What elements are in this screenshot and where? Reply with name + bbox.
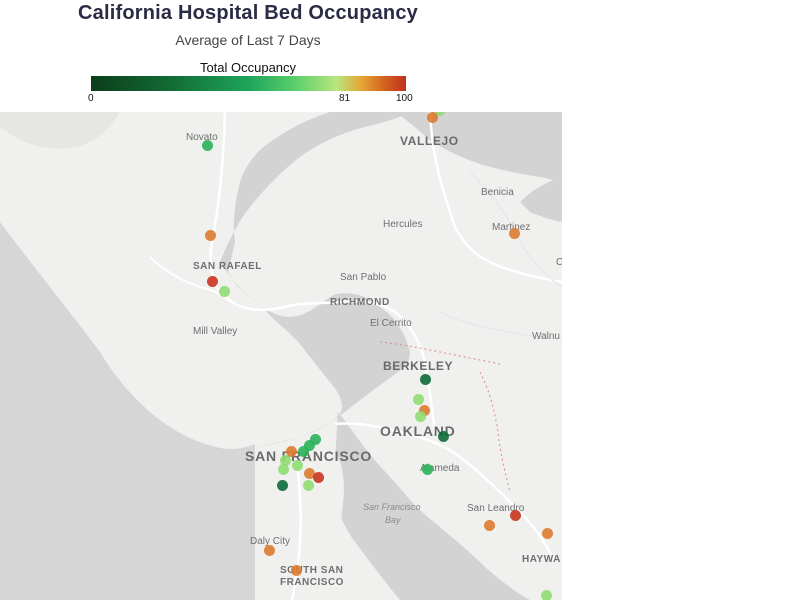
hospital-marker[interactable] bbox=[419, 405, 430, 416]
hospital-marker[interactable] bbox=[278, 464, 289, 475]
hospital-marker[interactable] bbox=[541, 590, 552, 600]
hospital-marker[interactable] bbox=[298, 446, 309, 457]
label-south-sf-2: FRANCISCO bbox=[280, 577, 344, 588]
legend-tick-0: 0 bbox=[88, 93, 94, 104]
hospital-marker[interactable] bbox=[310, 434, 321, 445]
hospital-marker[interactable] bbox=[202, 140, 213, 151]
label-san-pablo: San Pablo bbox=[340, 272, 387, 283]
label-alameda: Alameda bbox=[420, 463, 460, 474]
hospital-marker[interactable] bbox=[427, 112, 438, 123]
hospital-marker[interactable] bbox=[304, 440, 315, 451]
hospital-marker[interactable] bbox=[219, 286, 230, 297]
hospital-marker[interactable] bbox=[264, 545, 275, 556]
hospital-marker[interactable] bbox=[510, 510, 521, 521]
label-san-rafael: SAN RAFAEL bbox=[193, 261, 262, 272]
label-c-edge: C bbox=[556, 257, 562, 268]
hospital-marker[interactable] bbox=[277, 480, 288, 491]
label-benicia: Benicia bbox=[481, 187, 514, 198]
page-subtitle: Average of Last 7 Days bbox=[175, 32, 321, 48]
hospital-marker[interactable] bbox=[438, 431, 449, 442]
hospital-marker[interactable] bbox=[542, 528, 553, 539]
hospital-marker[interactable] bbox=[205, 230, 216, 241]
hospital-marker[interactable] bbox=[484, 520, 495, 531]
hospital-marker[interactable] bbox=[509, 228, 520, 239]
label-hercules: Hercules bbox=[383, 219, 423, 230]
hospital-marker[interactable] bbox=[286, 446, 297, 457]
label-richmond: RICHMOND bbox=[330, 297, 390, 308]
legend-color-bar bbox=[91, 76, 406, 91]
label-mill-valley: Mill Valley bbox=[193, 326, 238, 337]
hospital-marker[interactable] bbox=[434, 112, 445, 116]
legend-title: Total Occupancy bbox=[199, 60, 297, 75]
label-martinez: Martinez bbox=[492, 222, 531, 233]
map-view[interactable]: Novato VALLEJO Benicia Hercules Martinez… bbox=[0, 112, 562, 600]
label-vallejo: VALLEJO bbox=[400, 134, 459, 148]
hospital-marker[interactable] bbox=[303, 480, 314, 491]
label-san-francisco: SAN FRANCISCO bbox=[245, 448, 373, 464]
hospital-marker[interactable] bbox=[304, 468, 315, 479]
label-novato: Novato bbox=[186, 132, 218, 143]
label-san-leandro: San Leandro bbox=[467, 503, 525, 514]
label-sf-bay-1: San Francisco bbox=[363, 502, 421, 512]
hospital-marker[interactable] bbox=[420, 374, 431, 385]
basemap bbox=[0, 112, 562, 600]
hospital-marker[interactable] bbox=[313, 472, 324, 483]
hospital-marker[interactable] bbox=[292, 460, 303, 471]
hospital-marker[interactable] bbox=[280, 455, 291, 466]
header: California Hospital Bed Occupancy Averag… bbox=[0, 0, 800, 112]
legend-tick-100: 100 bbox=[396, 93, 413, 104]
label-south-sf-1: SOUTH SAN bbox=[280, 565, 344, 576]
label-oakland: OAKLAND bbox=[380, 423, 456, 439]
label-walnut: Walnu bbox=[532, 331, 560, 342]
hospital-marker[interactable] bbox=[413, 394, 424, 405]
hospital-marker[interactable] bbox=[415, 411, 426, 422]
hospital-marker[interactable] bbox=[207, 276, 218, 287]
label-daly-city: Daly City bbox=[250, 536, 291, 547]
page-title: California Hospital Bed Occupancy bbox=[77, 2, 418, 24]
label-el-cerrito: El Cerrito bbox=[370, 318, 412, 329]
hospital-marker[interactable] bbox=[422, 464, 433, 475]
label-berkeley: BERKELEY bbox=[383, 359, 454, 373]
hospital-marker[interactable] bbox=[291, 565, 302, 576]
label-hayward: HAYWA bbox=[522, 554, 561, 565]
label-sf-bay-2: Bay bbox=[385, 515, 401, 525]
legend-tick-81: 81 bbox=[339, 93, 351, 104]
